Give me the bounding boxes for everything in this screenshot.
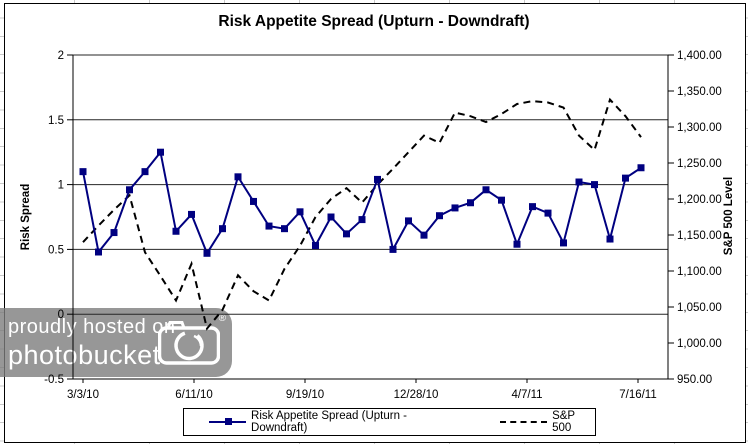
risk-spread-marker [544, 209, 552, 217]
risk-spread-marker [95, 248, 102, 256]
risk-spread-marker [296, 208, 304, 216]
risk-spread-marker [219, 225, 226, 233]
left-tick-label: 0.5 [48, 244, 64, 256]
risk-spread-marker [358, 216, 366, 224]
x-tick-label: 7/16/11 [619, 389, 657, 401]
left-tick-label: 1.5 [48, 115, 64, 127]
legend-swatch-sp500 [499, 421, 548, 423]
watermark-text-line1: proudly hosted on [8, 316, 176, 338]
right-tick-label: 1,200.00 [677, 194, 722, 206]
legend-square-marker [225, 418, 232, 425]
right-tick-label: 1,100.00 [677, 266, 722, 278]
risk-spread-marker [451, 204, 459, 212]
risk-spread-marker [141, 168, 149, 176]
legend-swatch-spread [209, 418, 247, 425]
risk-spread-marker [374, 175, 381, 183]
risk-spread-marker [188, 210, 195, 218]
chart-title: Risk Appetite Spread (Upturn - Downdraft… [218, 13, 530, 30]
risk-spread-marker [172, 227, 180, 235]
left-axis-title: Risk Spread [20, 183, 32, 251]
risk-spread-marker [405, 217, 412, 225]
x-tick-label: 12/28/10 [394, 389, 439, 401]
risk-spread-marker [420, 231, 428, 239]
risk-spread-marker [110, 229, 118, 237]
risk-spread-marker [343, 230, 350, 238]
risk-spread-marker [436, 212, 443, 220]
risk-spread-marker [312, 242, 319, 250]
left-tick-label: 1 [58, 180, 64, 192]
right-axis-title: S&P 500 Level [723, 176, 735, 256]
legend-label-sp500: S&P 500 [552, 410, 575, 434]
legend-label-spread: Risk Appetite Spread (Upturn - Downdraft… [251, 410, 407, 434]
risk-spread-marker [513, 240, 521, 248]
risk-spread-marker [622, 174, 629, 182]
registered-trademark-icon: ® [218, 313, 226, 324]
sp500-line [82, 97, 642, 331]
risk-spread-marker [482, 186, 490, 194]
risk-spread-marker [327, 213, 335, 221]
x-tick-label: 6/11/10 [175, 389, 213, 401]
right-tick-label: 1,300.00 [677, 122, 722, 134]
left-tick-label: -0.5 [44, 374, 64, 386]
right-tick-label: 1,000.00 [677, 338, 722, 350]
risk-spread-marker [560, 239, 567, 247]
legend: Risk Appetite Spread (Upturn - Downdraft… [183, 408, 596, 436]
risk-spread-marker [591, 181, 598, 189]
left-tick-label: 2 [58, 50, 64, 62]
risk-spread-marker [265, 222, 273, 230]
x-tick-label: 9/19/10 [286, 389, 324, 401]
photobucket-watermark: proudly hosted on photobucket ® [0, 308, 232, 377]
watermark-text-line2: photobucket [8, 340, 161, 370]
risk-spread-marker [498, 196, 505, 204]
risk-spread-line [82, 149, 642, 256]
risk-spread-marker [529, 203, 536, 211]
risk-spread-marker [389, 245, 397, 253]
risk-spread-marker [203, 249, 211, 257]
risk-spread-marker [575, 178, 583, 186]
risk-spread-marker [281, 225, 288, 233]
x-tick-label: 3/3/10 [67, 389, 99, 401]
risk-spread-marker [250, 197, 257, 205]
x-tick-label: 4/7/11 [511, 389, 542, 401]
right-tick-label: 950.00 [677, 374, 712, 386]
right-tick-label: 1,050.00 [677, 302, 722, 314]
risk-spread-marker [126, 186, 133, 194]
risk-spread-marker [79, 168, 87, 176]
risk-spread-marker [467, 199, 474, 207]
risk-spread-marker [637, 164, 645, 172]
right-tick-label: 1,350.00 [677, 86, 722, 98]
right-tick-label: 1,250.00 [677, 158, 722, 170]
left-tick-label: 0 [58, 309, 64, 321]
risk-spread-marker [157, 148, 164, 156]
camera-icon [158, 321, 220, 365]
risk-spread-marker [234, 173, 242, 181]
risk-spread-marker [606, 235, 614, 243]
right-tick-label: 1,400.00 [677, 50, 722, 62]
right-tick-label: 1,150.00 [677, 230, 722, 242]
